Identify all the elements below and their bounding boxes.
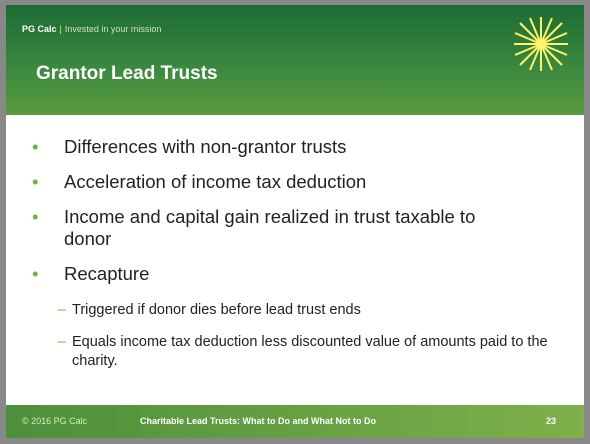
sub-bullet: Triggered if donor dies before lead trus… [58, 301, 548, 320]
star-icon [514, 17, 568, 71]
bullet-text: Acceleration of income tax deduction [64, 171, 367, 192]
presentation-title: Charitable Lead Trusts: What to Do and W… [140, 416, 376, 426]
bullet-text: Income and capital gain realized in trus… [64, 206, 476, 249]
bullet: Acceleration of income tax deduction [32, 171, 534, 193]
slide-title: Grantor Lead Trusts [36, 63, 218, 84]
page-number: 23 [546, 416, 557, 426]
bullet: Differences with non-grantor trusts [32, 136, 534, 158]
sub-bullet: Equals income tax deduction less discoun… [58, 333, 558, 371]
bullet: Recapture [32, 263, 534, 285]
brand: PG Calc | Invested in your mission [22, 24, 162, 34]
footer: © 2016 PG Calc Charitable Lead Trusts: W… [6, 405, 584, 438]
header: PG Calc | Invested in your mission Grantor… [6, 5, 584, 115]
bullet: Income and capital gain realized in trus… [32, 206, 504, 250]
sub-bullet-text: Triggered if donor dies before lead trus… [72, 302, 361, 318]
tagline: Invested in your mission [64, 24, 162, 34]
copyright: © 2016 PG Calc [22, 416, 88, 426]
slide: PG Calc | Invested in your mission Grantor… [6, 5, 584, 438]
bullet-text: Differences with non-grantor trusts [64, 136, 347, 157]
bullet-text: Recapture [64, 263, 150, 284]
content: Differences with non-grantor trusts Acce… [6, 115, 584, 405]
brand-name: PG Calc [22, 24, 57, 34]
sub-bullet-text: Equals income tax deduction less discoun… [72, 334, 548, 369]
